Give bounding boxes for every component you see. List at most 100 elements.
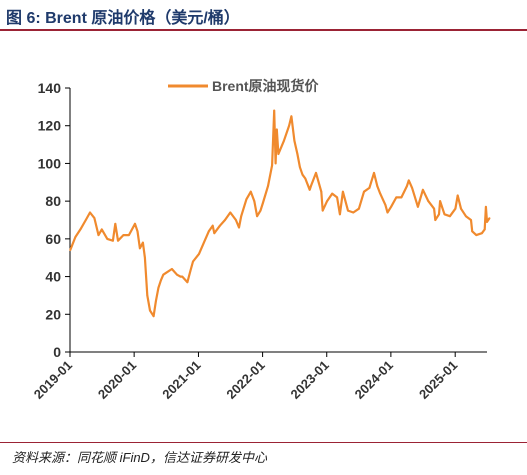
data-point <box>229 211 232 214</box>
data-point <box>304 177 307 180</box>
data-point <box>308 188 311 191</box>
data-point <box>275 128 278 131</box>
data-point <box>352 211 355 214</box>
legend: Brent原油现货价 <box>168 78 320 94</box>
brent-price-chart: 0 20 40 60 80 100 120 140 2019-01 2020-01 2021-01… <box>31 78 491 402</box>
data-point <box>293 139 296 142</box>
data-point <box>79 228 82 231</box>
y-tick-label: 60 <box>45 231 61 247</box>
y-tick-label: 100 <box>38 155 62 171</box>
data-point <box>149 309 151 312</box>
data-point <box>100 228 103 231</box>
y-tick-label: 20 <box>45 306 61 322</box>
x-tick-label: 2022-01 <box>223 358 267 402</box>
data-point <box>454 207 457 210</box>
data-point <box>379 192 382 195</box>
data-point <box>296 153 299 155</box>
data-point <box>373 172 375 174</box>
x-axis: 2019-01 2020-01 2021-01 2022-01 2023-01 2024-… <box>31 351 487 402</box>
plot-area <box>69 109 491 318</box>
x-tick-label: 2020-01 <box>95 358 139 402</box>
data-point <box>181 275 184 278</box>
data-point <box>439 200 441 203</box>
data-point <box>160 279 162 282</box>
data-point <box>321 209 324 212</box>
data-point <box>192 260 194 263</box>
data-point <box>274 162 277 165</box>
data-point <box>486 221 488 223</box>
data-point <box>136 230 139 233</box>
y-tick-label: 140 <box>38 80 62 96</box>
data-point <box>198 253 200 255</box>
data-point <box>189 270 192 272</box>
data-point <box>213 232 216 235</box>
data-point <box>89 211 91 214</box>
data-point <box>460 207 462 210</box>
data-point <box>249 190 252 193</box>
data-point <box>443 213 446 216</box>
data-point <box>235 219 237 221</box>
data-point <box>301 173 304 176</box>
legend-label: Brent原油现货价 <box>212 78 320 94</box>
data-point <box>253 200 256 203</box>
data-point <box>315 172 317 174</box>
data-point <box>165 271 168 274</box>
data-point <box>277 153 280 155</box>
data-point <box>186 281 189 284</box>
x-tick-label: 2025-01 <box>416 358 460 402</box>
figure-title: 图 6: Brent 原油价格（美元/桶） <box>6 10 240 27</box>
data-point <box>256 215 258 218</box>
data-point <box>155 300 157 302</box>
y-axis: 0 20 40 60 80 100 120 140 <box>38 80 71 360</box>
data-point <box>449 215 451 218</box>
data-point <box>112 239 114 242</box>
data-point <box>179 275 182 278</box>
data-point <box>471 230 474 233</box>
data-point <box>84 219 87 221</box>
data-point <box>390 205 392 208</box>
data-point <box>238 226 240 229</box>
data-point <box>384 204 387 206</box>
y-tick-label: 40 <box>45 269 61 285</box>
data-point <box>347 209 349 212</box>
data-point <box>259 209 262 212</box>
data-point <box>488 217 491 220</box>
data-point <box>481 232 483 235</box>
data-point <box>203 241 205 244</box>
data-point <box>146 294 149 297</box>
x-tick-label: 2021-01 <box>159 358 203 402</box>
data-point <box>310 185 312 188</box>
data-point <box>407 179 410 182</box>
data-point <box>331 192 334 195</box>
data-point <box>219 224 221 227</box>
data-point <box>475 234 478 237</box>
data-point <box>470 219 472 221</box>
y-tick-label: 80 <box>45 193 61 209</box>
data-point <box>363 190 365 193</box>
data-point <box>267 185 269 188</box>
series-line-brent <box>69 109 491 318</box>
data-point <box>142 241 144 244</box>
data-point <box>117 239 119 242</box>
data-point <box>171 268 173 270</box>
data-point <box>122 234 125 237</box>
data-point <box>465 215 467 218</box>
data-point <box>74 236 77 238</box>
x-tick-label: 2024-01 <box>352 358 396 402</box>
data-point <box>386 211 389 214</box>
data-point <box>358 207 360 210</box>
data-point <box>456 194 459 197</box>
data-point <box>69 249 72 252</box>
data-point <box>438 213 440 216</box>
data-point <box>417 205 419 208</box>
data-point <box>144 256 146 259</box>
data-point <box>273 109 276 112</box>
data-point <box>240 215 243 218</box>
data-point <box>97 234 100 237</box>
data-point <box>376 185 379 188</box>
data-point <box>114 222 117 225</box>
data-point <box>224 219 226 221</box>
data-point <box>411 187 413 189</box>
data-point <box>483 228 486 231</box>
footer-rule <box>0 442 527 443</box>
